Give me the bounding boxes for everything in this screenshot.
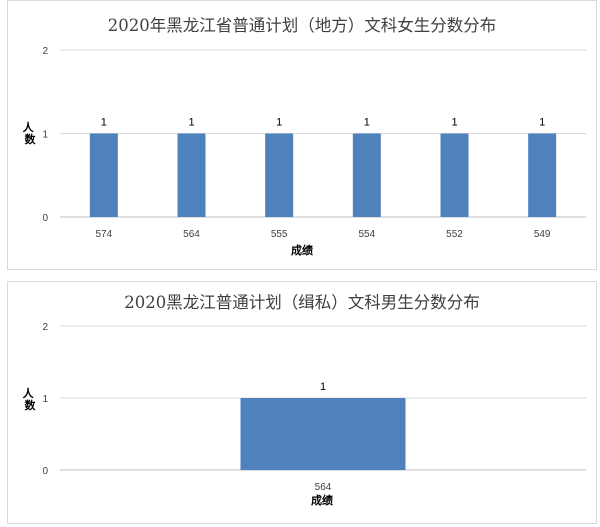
bar-chart-male: 2020黑龙江普通计划（缉私）文科男生分数分布 成绩 人 数 0 1 2 1 564 [23, 293, 586, 507]
x-tick-label: 574 [95, 229, 112, 240]
chart-panel-female: 2020年黑龙江省普通计划（地方）文科女生分数分布 成绩 人 数 0 1 2 1 574… [7, 0, 597, 270]
bar [440, 133, 469, 217]
bar [528, 133, 557, 217]
y-axis-label: 人 数 [23, 120, 38, 146]
data-label: 1 [451, 117, 457, 129]
y-axis-label-line2: 数 [25, 398, 37, 412]
x-tick-label: 552 [446, 229, 463, 240]
x-tick-label: 564 [183, 229, 200, 240]
bar [265, 133, 294, 217]
x-tick-label: 555 [271, 229, 288, 240]
x-axis-label: 成绩 [291, 243, 313, 257]
chart-title: 2020年黑龙江省普通计划（地方）文科女生分数分布 [108, 16, 497, 35]
y-tick-label: 0 [42, 466, 48, 477]
data-label: 1 [539, 117, 545, 129]
bar [177, 133, 206, 217]
y-tick-label: 0 [42, 213, 48, 224]
data-label: 1 [101, 117, 107, 129]
bar-chart-female: 2020年黑龙江省普通计划（地方）文科女生分数分布 成绩 人 数 0 1 2 1 574… [23, 16, 586, 257]
data-label: 1 [320, 381, 326, 393]
bar [240, 398, 406, 470]
y-axis-label-line1: 人 [23, 386, 35, 400]
y-tick-label: 1 [42, 394, 48, 405]
x-axis-label: 成绩 [311, 493, 333, 507]
y-tick-label: 2 [42, 322, 48, 333]
y-axis-label-line1: 人 [23, 120, 35, 134]
data-label: 1 [276, 117, 282, 129]
x-tick-label: 549 [534, 229, 551, 240]
bar [352, 133, 381, 217]
chart-panel-male: 2020黑龙江普通计划（缉私）文科男生分数分布 成绩 人 数 0 1 2 1 564 [7, 281, 597, 524]
y-axis-label: 人 数 [23, 386, 38, 412]
chart-title: 2020黑龙江普通计划（缉私）文科男生分数分布 [124, 293, 480, 312]
x-tick-label: 554 [358, 229, 375, 240]
y-tick-label: 2 [42, 46, 48, 57]
y-axis-label-line2: 数 [25, 132, 37, 146]
data-label: 1 [364, 117, 370, 129]
data-label: 1 [188, 117, 194, 129]
bar [89, 133, 118, 217]
x-tick-label: 564 [315, 482, 332, 493]
y-tick-label: 1 [42, 130, 48, 141]
